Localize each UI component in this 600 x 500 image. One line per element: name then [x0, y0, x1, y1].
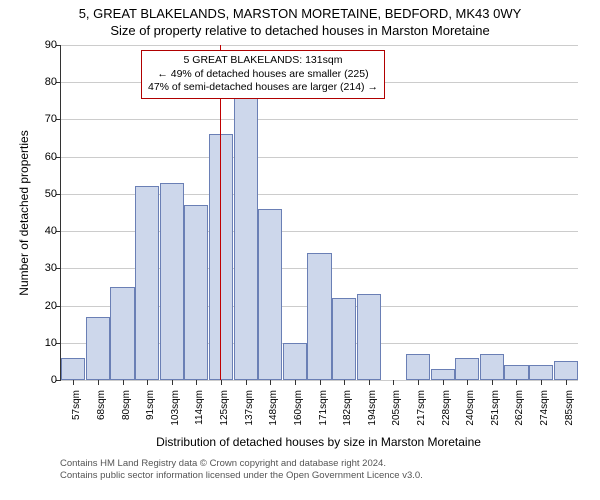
x-tick-label: 148sqm	[268, 390, 279, 435]
page-title-line2: Size of property relative to detached ho…	[0, 21, 600, 38]
x-tick-label: 205sqm	[391, 390, 402, 435]
x-tick-label: 80sqm	[121, 390, 132, 435]
x-tick	[467, 380, 468, 385]
x-tick	[270, 380, 271, 385]
bar	[554, 361, 578, 380]
x-tick	[541, 380, 542, 385]
x-tick-label: 103sqm	[170, 390, 181, 435]
bar	[234, 86, 258, 380]
y-tick-label: 40	[45, 225, 61, 237]
x-tick	[196, 380, 197, 385]
bar	[529, 365, 553, 380]
x-tick	[369, 380, 370, 385]
x-tick	[566, 380, 567, 385]
y-axis-label: Number of detached properties	[17, 130, 31, 295]
bar	[455, 358, 479, 380]
y-tick-label: 70	[45, 113, 61, 125]
x-tick-label: 194sqm	[367, 390, 378, 435]
bar	[61, 358, 85, 380]
x-tick	[516, 380, 517, 385]
bar	[307, 253, 331, 380]
bar	[406, 354, 430, 380]
x-tick	[443, 380, 444, 385]
y-tick-label: 0	[51, 374, 61, 386]
bar	[258, 209, 282, 380]
bar	[110, 287, 134, 380]
bar	[160, 183, 184, 380]
x-tick-label: 171sqm	[318, 390, 329, 435]
x-tick	[320, 380, 321, 385]
x-tick	[73, 380, 74, 385]
x-tick	[344, 380, 345, 385]
annotation-box: 5 GREAT BLAKELANDS: 131sqm ← 49% of detac…	[141, 50, 385, 99]
x-tick-label: 114sqm	[194, 390, 205, 435]
x-tick	[98, 380, 99, 385]
chart-plot-area: 010203040506070809057sqm68sqm80sqm91sqm1…	[60, 45, 578, 381]
x-tick-label: 285sqm	[564, 390, 575, 435]
x-tick-label: 160sqm	[293, 390, 304, 435]
y-tick-label: 90	[45, 39, 61, 51]
footer-line2: Contains public sector information licen…	[60, 470, 423, 481]
y-tick-label: 10	[45, 337, 61, 349]
bar	[332, 298, 356, 380]
bar	[86, 317, 110, 380]
footer-line1: Contains HM Land Registry data © Crown c…	[60, 458, 386, 469]
y-tick-label: 30	[45, 262, 61, 274]
x-tick-label: 137sqm	[244, 390, 255, 435]
bar	[357, 294, 381, 380]
x-tick	[147, 380, 148, 385]
y-tick-label: 60	[45, 151, 61, 163]
x-tick-label: 240sqm	[465, 390, 476, 435]
grid-line	[61, 157, 578, 158]
bar	[135, 186, 159, 380]
x-tick	[172, 380, 173, 385]
x-axis-label: Distribution of detached houses by size …	[60, 435, 577, 449]
y-tick-label: 20	[45, 300, 61, 312]
grid-line	[61, 45, 578, 46]
x-tick	[246, 380, 247, 385]
annotation-line3: 47% of semi-detached houses are larger (…	[148, 81, 378, 93]
x-tick-label: 217sqm	[416, 390, 427, 435]
y-tick-label: 50	[45, 188, 61, 200]
page-title-line1: 5, GREAT BLAKELANDS, MARSTON MORETAINE, …	[0, 0, 600, 21]
x-tick-label: 57sqm	[71, 390, 82, 435]
x-tick-label: 251sqm	[490, 390, 501, 435]
x-tick-label: 228sqm	[441, 390, 452, 435]
grid-line	[61, 119, 578, 120]
annotation-line1: 5 GREAT BLAKELANDS: 131sqm	[184, 54, 343, 66]
x-tick	[123, 380, 124, 385]
x-tick-label: 262sqm	[514, 390, 525, 435]
bar	[283, 343, 307, 380]
bar	[480, 354, 504, 380]
x-tick-label: 125sqm	[219, 390, 230, 435]
bar	[184, 205, 208, 380]
x-tick	[295, 380, 296, 385]
bar	[504, 365, 528, 380]
annotation-line2: ← 49% of detached houses are smaller (22…	[157, 68, 368, 80]
y-tick-label: 80	[45, 76, 61, 88]
x-tick	[492, 380, 493, 385]
x-tick	[393, 380, 394, 385]
x-tick-label: 91sqm	[145, 390, 156, 435]
x-tick	[418, 380, 419, 385]
x-tick	[221, 380, 222, 385]
x-tick-label: 274sqm	[539, 390, 550, 435]
footer-attribution: Contains HM Land Registry data © Crown c…	[60, 458, 423, 482]
bar	[431, 369, 455, 380]
x-tick-label: 68sqm	[96, 390, 107, 435]
x-tick-label: 182sqm	[342, 390, 353, 435]
